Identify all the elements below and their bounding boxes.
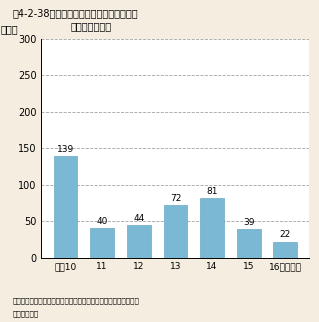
Bar <box>90 228 114 258</box>
Text: 40: 40 <box>97 217 108 226</box>
Y-axis label: （件）: （件） <box>1 24 18 34</box>
Bar <box>54 156 78 258</box>
Text: 139: 139 <box>57 145 74 154</box>
Text: 39: 39 <box>243 218 255 227</box>
Bar <box>127 225 151 258</box>
Text: 資料：環境省: 資料：環境省 <box>13 311 39 317</box>
Text: 81: 81 <box>206 187 218 196</box>
Bar <box>200 198 224 258</box>
Text: 注：新規施設数は、環境省の調査による。今後変更もあり得る。: 注：新規施設数は、環境省の調査による。今後変更もあり得る。 <box>13 298 140 305</box>
Text: 44: 44 <box>133 214 145 223</box>
Bar <box>164 205 187 258</box>
Bar <box>237 229 261 258</box>
Text: 围4-2-38　焼却施設の新規許可件数の推移: 围4-2-38 焼却施設の新規許可件数の推移 <box>13 8 138 18</box>
Text: 22: 22 <box>280 230 291 239</box>
Text: （産業廃棄物）: （産業廃棄物） <box>70 21 111 31</box>
Text: 72: 72 <box>170 194 181 203</box>
Bar <box>273 242 297 258</box>
